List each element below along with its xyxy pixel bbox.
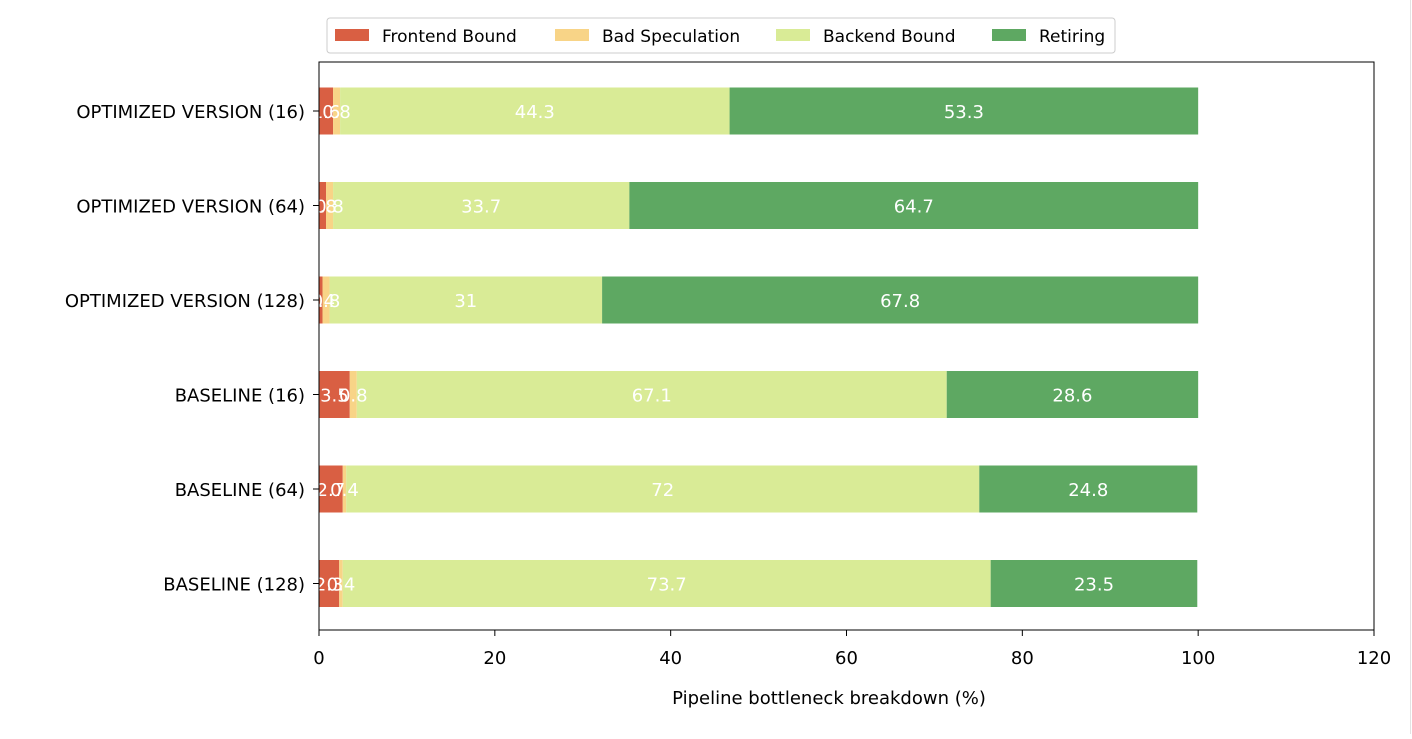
bar-segment-retiring	[729, 87, 1199, 135]
data-label: 67.8	[880, 291, 920, 312]
y-tick-label: OPTIMIZED VERSION (64)	[76, 197, 305, 218]
legend-swatch	[335, 29, 369, 41]
panel-edge	[1410, 0, 1411, 734]
bar-segment-backend-bound	[346, 465, 980, 513]
bar-segment-retiring	[946, 371, 1199, 418]
x-tick-label: 100	[1181, 648, 1215, 669]
data-label: 0.8	[312, 291, 341, 312]
data-label: 53.3	[944, 102, 984, 123]
data-label: 23.5	[1074, 575, 1114, 596]
bar-segment-frontend-bound	[319, 182, 327, 229]
y-tick-label: OPTIMIZED VERSION (16)	[76, 102, 305, 123]
data-label: 28.6	[1052, 386, 1092, 407]
bar-segment-backend-bound	[342, 560, 991, 607]
bar-segment-backend-bound	[333, 182, 630, 229]
legend-label: Frontend Bound	[382, 27, 517, 47]
x-tick-label: 40	[659, 648, 682, 669]
legend: Frontend Bound Bad Speculation Backend Bou…	[326, 17, 1116, 54]
data-label: 72	[651, 480, 674, 501]
legend-label: Backend Bound	[823, 27, 956, 47]
legend-swatch	[992, 29, 1026, 41]
legend-swatch	[776, 29, 810, 41]
data-label: 0.4	[306, 291, 335, 312]
bar-segment-frontend-bound	[319, 465, 343, 513]
x-axis-title: Pipeline bottleneck breakdown (%)	[672, 688, 986, 709]
data-label: 0.8	[308, 197, 337, 218]
bar-segment-frontend-bound	[319, 560, 340, 607]
bars-layer	[319, 87, 1199, 607]
bar-segment-retiring	[990, 560, 1198, 607]
data-label: 0.4	[330, 480, 359, 501]
bar-segment-bad-speculation	[342, 465, 347, 513]
y-tick-label: OPTIMIZED VERSION (128)	[65, 291, 305, 312]
data-label: 33.7	[461, 197, 501, 218]
data-label: 0.8	[315, 197, 344, 218]
bar-segment-frontend-bound	[319, 276, 323, 324]
bar-segment-backend-bound	[329, 276, 603, 324]
data-label: 67.1	[632, 386, 672, 407]
data-label: 44.3	[515, 102, 555, 123]
bar-segment-bad-speculation	[349, 371, 357, 418]
bar-segment-backend-bound	[356, 371, 947, 418]
bar-segment-frontend-bound	[319, 87, 334, 135]
bar-segment-bad-speculation	[322, 276, 330, 324]
data-label: 0.4	[327, 575, 356, 596]
y-tick-label: BASELINE (64)	[175, 480, 305, 501]
bar-segment-bad-speculation	[326, 182, 334, 229]
data-label: 0.8	[322, 102, 351, 123]
plot-frame	[318, 61, 1375, 631]
bar-segment-frontend-bound	[319, 371, 350, 418]
data-label: 3.5	[320, 386, 349, 407]
x-tick-label: 120	[1357, 648, 1391, 669]
y-tick-label: BASELINE (16)	[175, 386, 305, 407]
data-labels-layer: 1.60.8 44.3 53.30.80.8 33.7 64.70.40.8 31 67.8…	[306, 102, 1114, 596]
y-axis: OPTIMIZED VERSION (16) OPTIMIZED VERSION …	[65, 102, 319, 596]
legend-swatch	[555, 29, 589, 41]
data-label: 64.7	[894, 197, 934, 218]
legend-frame	[326, 17, 1116, 54]
bar-segment-retiring	[602, 276, 1199, 324]
bar-segment-bad-speculation	[339, 560, 343, 607]
data-label: 0.8	[339, 386, 368, 407]
x-tick-label: 20	[483, 648, 506, 669]
data-label: 2.7	[317, 480, 346, 501]
data-label: 73.7	[647, 575, 687, 596]
legend-label: Bad Speculation	[602, 27, 740, 47]
legend-label: Retiring	[1039, 27, 1105, 47]
data-label: 2.3	[315, 575, 344, 596]
bar-segment-backend-bound	[340, 87, 730, 135]
bar-segment-retiring	[979, 465, 1198, 513]
x-tick-label: 60	[835, 648, 858, 669]
data-label: 24.8	[1068, 480, 1108, 501]
data-label: 31	[454, 291, 477, 312]
y-tick-label: BASELINE (128)	[163, 575, 305, 596]
x-tick-label: 80	[1011, 648, 1034, 669]
bar-segment-bad-speculation	[333, 87, 341, 135]
bar-segment-retiring	[629, 182, 1199, 229]
x-axis: 0 20 40 60 80 100 120	[313, 630, 1391, 669]
x-tick-label: 0	[313, 648, 324, 669]
